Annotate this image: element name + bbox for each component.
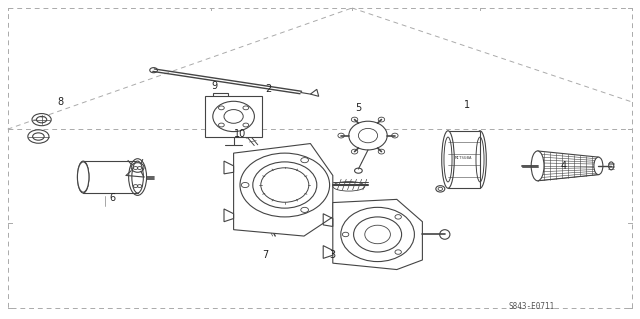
- Polygon shape: [83, 161, 138, 193]
- Text: MITSUBA: MITSUBA: [455, 156, 473, 160]
- Ellipse shape: [442, 131, 454, 188]
- Text: S843-E0711: S843-E0711: [508, 302, 554, 311]
- Text: 6: 6: [109, 193, 115, 203]
- Text: 2: 2: [266, 84, 272, 94]
- Ellipse shape: [349, 121, 387, 150]
- Ellipse shape: [77, 162, 89, 192]
- Text: 7: 7: [262, 250, 269, 260]
- Text: 8: 8: [58, 97, 64, 107]
- Text: 10: 10: [234, 129, 246, 139]
- Text: 4: 4: [560, 161, 566, 171]
- Ellipse shape: [531, 151, 544, 181]
- Text: 5: 5: [355, 103, 362, 114]
- Polygon shape: [448, 131, 480, 188]
- Ellipse shape: [594, 157, 603, 175]
- Polygon shape: [333, 199, 422, 270]
- Text: 1: 1: [464, 100, 470, 110]
- Polygon shape: [234, 144, 333, 236]
- Ellipse shape: [132, 161, 143, 193]
- Polygon shape: [538, 151, 598, 181]
- Polygon shape: [205, 96, 262, 137]
- Text: 9: 9: [211, 81, 218, 91]
- Text: 3: 3: [330, 250, 336, 260]
- Ellipse shape: [77, 161, 89, 193]
- Ellipse shape: [474, 131, 486, 188]
